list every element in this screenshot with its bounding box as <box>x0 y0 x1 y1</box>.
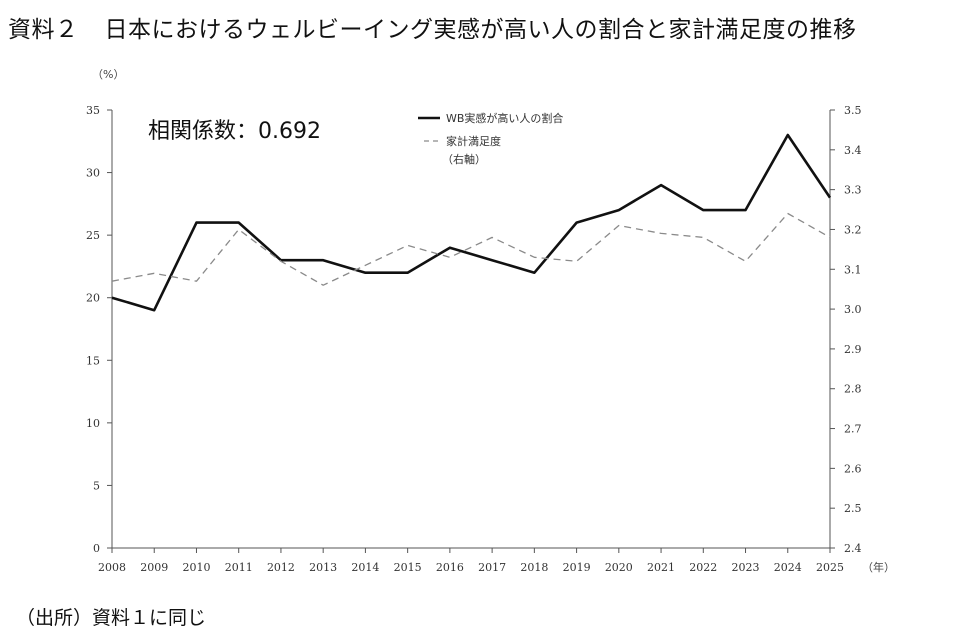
x-tick-label: 2022 <box>689 561 717 574</box>
left-tick-label: 10 <box>86 417 100 430</box>
left-tick-label: 5 <box>93 479 100 492</box>
x-axis-unit: （年） <box>862 560 895 574</box>
left-tick-label: 15 <box>86 354 100 367</box>
right-tick-label: 2.9 <box>844 343 862 356</box>
chart-series <box>111 133 832 312</box>
left-tick-label: 0 <box>93 542 100 555</box>
title-text: 日本におけるウェルビーイング実感が高い人の割合と家計満足度の推移 <box>104 17 857 43</box>
right-tick-label: 3.4 <box>844 144 862 157</box>
right-tick-label: 3.2 <box>844 223 862 236</box>
right-tick-label: 2.6 <box>844 462 862 475</box>
legend-label-wb: WB実感が高い人の割合 <box>446 111 563 125</box>
left-axis-unit: （%） <box>92 68 124 81</box>
x-tick-label: 2012 <box>267 561 295 574</box>
left-tick-label: 35 <box>86 104 100 117</box>
series-line-wb-ratio <box>111 133 832 312</box>
correlation-annotation: 相関係数：0.692 <box>148 119 321 144</box>
line-chart: 051015202530352.42.52.62.72.82.93.03.13.… <box>86 68 895 574</box>
x-tick-label: 2009 <box>140 561 168 574</box>
x-tick-label: 2015 <box>394 561 422 574</box>
chart-axes <box>111 110 831 549</box>
x-tick-label: 2023 <box>732 561 760 574</box>
x-tick-label: 2008 <box>98 561 126 574</box>
left-tick-label: 25 <box>86 229 100 242</box>
legend-label-household-axis: （右軸） <box>442 152 486 166</box>
chart-ticks: 051015202530352.42.52.62.72.82.93.03.13.… <box>86 104 862 574</box>
page-title: 資料２ 日本におけるウェルビーイング実感が高い人の割合と家計満足度の推移 <box>8 10 857 44</box>
x-tick-label: 2021 <box>647 561 675 574</box>
right-tick-label: 2.8 <box>844 383 862 396</box>
x-tick-label: 2011 <box>225 561 253 574</box>
x-tick-label: 2024 <box>774 561 802 574</box>
legend-label-household: 家計満足度 <box>446 134 501 148</box>
x-tick-label: 2017 <box>478 561 506 574</box>
x-tick-label: 2013 <box>309 561 337 574</box>
series-line-household-satisfaction <box>111 212 831 286</box>
x-tick-label: 2010 <box>182 561 210 574</box>
source-note: （出所）資料１に同じ <box>16 607 207 629</box>
right-tick-label: 3.1 <box>844 263 862 276</box>
chart-legend: WB実感が高い人の割合 家計満足度 （右軸） <box>418 111 563 166</box>
right-tick-label: 2.5 <box>844 502 862 515</box>
x-tick-label: 2016 <box>436 561 464 574</box>
x-tick-label: 2018 <box>520 561 548 574</box>
x-tick-label: 2014 <box>351 561 379 574</box>
right-tick-label: 2.7 <box>844 423 862 436</box>
x-tick-label: 2020 <box>605 561 633 574</box>
x-tick-label: 2019 <box>563 561 591 574</box>
right-tick-label: 2.4 <box>844 542 862 555</box>
right-tick-label: 3.0 <box>844 303 862 316</box>
left-tick-label: 20 <box>86 292 100 305</box>
x-tick-label: 2025 <box>816 561 844 574</box>
right-tick-label: 3.5 <box>844 104 862 117</box>
right-tick-label: 3.3 <box>844 184 862 197</box>
left-tick-label: 30 <box>86 167 100 180</box>
doc-label: 資料２ <box>8 17 79 43</box>
